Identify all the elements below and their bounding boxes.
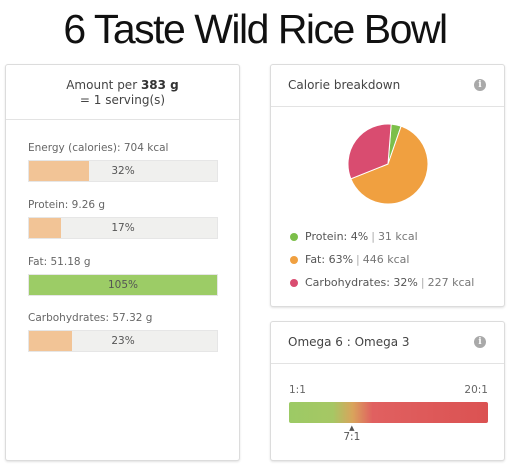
legend-dot <box>290 232 298 241</box>
pie-slice-fat <box>350 125 429 205</box>
omega-ratio-header: Omega 6 : Omega 3 i <box>271 322 504 364</box>
nutrient-energy: Energy (calories): 704 kcal 32% <box>28 142 218 182</box>
legend-label: Protein: 4% <box>305 230 369 243</box>
legend-kcal: 446 kcal <box>362 253 410 266</box>
calorie-breakdown-header: Calorie breakdown i <box>271 65 504 107</box>
page-title: 6 Taste Wild Rice Bowl <box>63 6 448 52</box>
calorie-breakdown-card: Calorie breakdown i Protein: 4% | 31 kca… <box>270 64 505 307</box>
legend-dot <box>290 255 298 264</box>
nutrient-percent: 105% <box>107 279 139 291</box>
omega-marker-value: 7:1 <box>343 431 361 443</box>
serving-line: = 1 serving(s) <box>79 93 166 107</box>
info-icon[interactable]: i <box>474 79 486 91</box>
nutrient-label: Protein: 9.26 g <box>28 199 106 211</box>
nutrient-label: Carbohydrates: 57.32 g <box>28 312 153 324</box>
legend-kcal: 31 kcal <box>377 230 418 243</box>
nutrient-label: Fat: 51.18 g <box>28 256 91 268</box>
info-icon[interactable]: i <box>474 336 486 348</box>
omega-scale: 1:1 20:1 ▲ 7:1 <box>289 384 488 443</box>
omega-ratio-title: Omega 6 : Omega 3 <box>288 335 410 349</box>
nutrient-carbohydrates: Carbohydrates: 57.32 g 23% <box>28 312 218 352</box>
omega-gradient-bar <box>289 402 488 423</box>
legend-label: Fat: 63% <box>305 253 354 266</box>
legend-item-carbohydrates: Carbohydrates: 32% | 227 kcal <box>290 271 505 294</box>
amount-header: Amount per 383 g = 1 serving(s) <box>6 65 239 120</box>
omega-scale-max: 20:1 <box>464 384 488 396</box>
marker-arrow-icon: ▲ <box>349 424 355 432</box>
nutrient-percent: 23% <box>111 335 135 347</box>
legend-separator: | <box>371 230 375 243</box>
nutrient-label: Energy (calories): 704 kcal <box>28 142 169 154</box>
calorie-breakdown-title: Calorie breakdown <box>288 78 401 92</box>
nutrient-bar-fill <box>29 275 217 295</box>
amount-value: 383 g <box>140 78 179 92</box>
nutrient-percent: 17% <box>111 222 135 234</box>
legend-kcal: 227 kcal <box>427 276 475 289</box>
nutrient-bar: 32% <box>28 160 218 182</box>
nutrient-bar: 17% <box>28 217 218 239</box>
calorie-pie-chart <box>347 123 429 205</box>
nutrient-bar-fill <box>29 331 73 351</box>
nutrient-bar: 23% <box>28 330 218 352</box>
amount-per-line: Amount per 383 g <box>6 78 239 93</box>
legend-dot <box>290 278 298 287</box>
nutrient-percent: 32% <box>111 165 135 177</box>
nutrient-bar-fill <box>29 218 61 238</box>
nutrient-bar: 105% <box>28 274 218 296</box>
legend-label: Carbohydrates: 32% <box>305 276 418 289</box>
calorie-legend: Protein: 4% | 31 kcal Fat: 63% | 446 kca… <box>290 225 505 294</box>
nutrient-protein: Protein: 9.26 g 17% <box>28 199 218 239</box>
pie-slice-carbohydrates <box>347 123 392 180</box>
amount-prefix: Amount per <box>66 78 141 92</box>
omega-scale-min: 1:1 <box>289 384 306 396</box>
legend-item-fat: Fat: 63% | 446 kcal <box>290 248 505 271</box>
omega-marker: ▲ 7:1 <box>337 424 367 444</box>
omega-scale-labels: 1:1 20:1 <box>289 384 488 398</box>
nutrient-bar-fill <box>29 161 90 181</box>
legend-separator: | <box>420 276 425 289</box>
legend-item-protein: Protein: 4% | 31 kcal <box>290 225 505 248</box>
nutrition-card: Amount per 383 g = 1 serving(s) Energy (… <box>5 64 240 461</box>
nutrient-fat: Fat: 51.18 g 105% <box>28 256 218 296</box>
omega-ratio-card: Omega 6 : Omega 3 i 1:1 20:1 ▲ 7:1 <box>270 321 505 461</box>
legend-separator: | <box>356 253 360 266</box>
